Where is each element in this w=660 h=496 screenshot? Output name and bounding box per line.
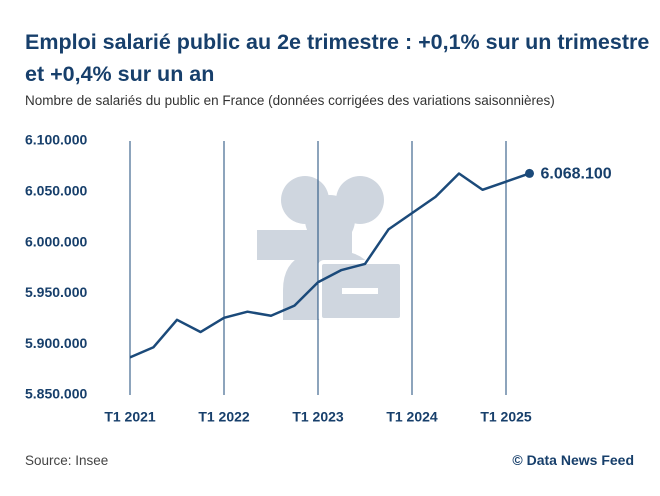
y-tick-label: 6.050.000 [25, 183, 87, 199]
x-tick-label: T1 2022 [198, 409, 250, 425]
y-tick-label: 5.950.000 [25, 284, 87, 300]
background-icon [257, 176, 404, 322]
y-tick-label: 5.850.000 [25, 386, 87, 402]
x-tick-label: T1 2021 [104, 409, 156, 425]
chart-title: Emploi salarié public au 2e trimestre : … [25, 30, 650, 86]
y-tick-label: 6.100.000 [25, 132, 87, 148]
source: Source: Insee [25, 453, 109, 468]
y-tick-label: 6.000.000 [25, 233, 87, 249]
x-tick-label: T1 2023 [292, 409, 344, 425]
data-label: 6.068.100 [541, 166, 612, 183]
x-tick-label: T1 2024 [386, 409, 438, 425]
point-marker [525, 168, 534, 178]
y-tick-label: 5.900.000 [25, 335, 87, 351]
line [129, 172, 530, 359]
credit: © Data News Feed [512, 452, 634, 468]
chart-subtitle: Nombre de salariés du public en France (… [25, 93, 555, 108]
x-tick-label: T1 2025 [480, 409, 532, 425]
